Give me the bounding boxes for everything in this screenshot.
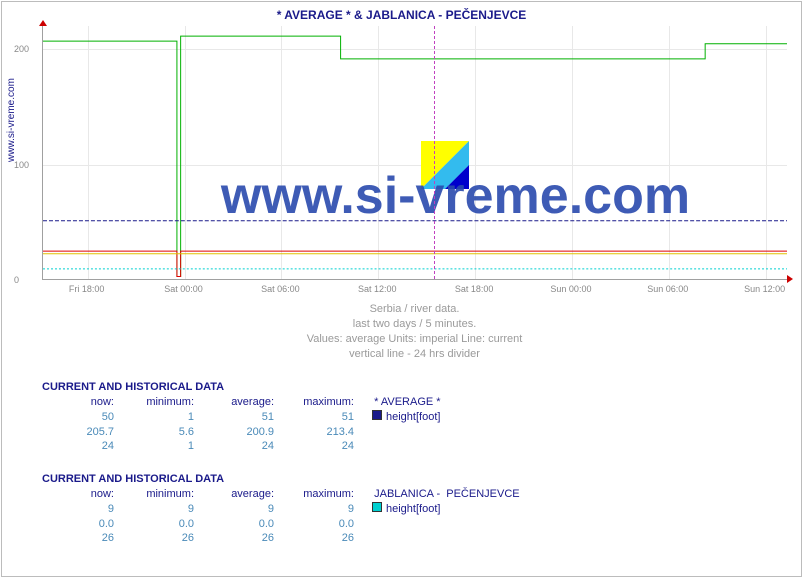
caption-line: vertical line - 24 hrs divider xyxy=(42,347,787,362)
data-cell: 26 xyxy=(282,531,362,546)
caption-line: Serbia / river data. xyxy=(42,302,787,317)
caption-line: Values: average Units: imperial Line: cu… xyxy=(42,332,787,347)
chart-title: * AVERAGE * & JABLANICA - PEČENJEVCE xyxy=(2,2,801,26)
chart-frame: * AVERAGE * & JABLANICA - PEČENJEVCE www… xyxy=(1,1,802,577)
data-header-row: now:minimum:average:maximum: * AVERAGE * xyxy=(42,395,441,410)
data-cell: 51 xyxy=(202,410,282,425)
y-tick-label: 0 xyxy=(14,275,19,285)
data-row: 9999height[foot] xyxy=(42,502,520,517)
data-header-cell: average: xyxy=(202,487,282,502)
series-avg-red xyxy=(43,251,787,276)
series-layer xyxy=(43,26,787,279)
x-tick-label: Fri 18:00 xyxy=(69,284,105,294)
legend-swatch-icon xyxy=(372,410,382,420)
data-header-cell: minimum: xyxy=(122,395,202,410)
y-axis-label: www.si-vreme.com xyxy=(6,78,17,162)
y-tick-label: 200 xyxy=(14,44,29,54)
data-header-cell: maximum: xyxy=(282,395,362,410)
divider-line xyxy=(434,26,435,279)
x-tick-label: Sat 18:00 xyxy=(455,284,494,294)
data-row: 0.00.00.00.0 xyxy=(42,517,520,532)
data-cell: 0.0 xyxy=(202,517,282,532)
data-block-title: CURRENT AND HISTORICAL DATA xyxy=(42,472,520,487)
caption-line: last two days / 5 minutes. xyxy=(42,317,787,332)
data-header-cell: now: xyxy=(42,487,122,502)
data-cell: 24 xyxy=(202,439,282,454)
x-tick-label: Sat 00:00 xyxy=(164,284,203,294)
data-cell: 5.6 xyxy=(122,425,202,440)
data-row: 205.75.6200.9213.4 xyxy=(42,425,441,440)
data-cell: 9 xyxy=(42,502,122,517)
data-cell: 51 xyxy=(282,410,362,425)
legend-label: height[foot] xyxy=(386,502,440,517)
chart-caption: Serbia / river data.last two days / 5 mi… xyxy=(42,302,787,361)
data-block-average: CURRENT AND HISTORICAL DATAnow:minimum:a… xyxy=(42,380,441,454)
data-header-row: now:minimum:average:maximum: JABLANICA -… xyxy=(42,487,520,502)
data-cell: 9 xyxy=(202,502,282,517)
data-cell: 1 xyxy=(122,410,202,425)
data-cell: 205.7 xyxy=(42,425,122,440)
data-cell: 24 xyxy=(282,439,362,454)
data-header-cell: maximum: xyxy=(282,487,362,502)
station-label: JABLANICA - PEČENJEVCE xyxy=(362,487,520,502)
data-cell: 0.0 xyxy=(122,517,202,532)
x-tick-label: Sat 06:00 xyxy=(261,284,300,294)
series-avg-green xyxy=(43,36,787,276)
station-label: * AVERAGE * xyxy=(362,395,441,410)
data-cell: 9 xyxy=(122,502,202,517)
x-tick-label: Sun 12:00 xyxy=(744,284,785,294)
x-tick-label: Sun 00:00 xyxy=(550,284,591,294)
data-block-jablanica: CURRENT AND HISTORICAL DATAnow:minimum:a… xyxy=(42,472,520,546)
data-cell: 50 xyxy=(42,410,122,425)
data-cell: 0.0 xyxy=(282,517,362,532)
x-arrow-icon xyxy=(787,275,793,283)
plot-area: www.si-vreme.com 0100200Fri 18:00Sat 00:… xyxy=(42,26,787,280)
data-cell: 213.4 xyxy=(282,425,362,440)
data-header-cell: average: xyxy=(202,395,282,410)
data-cell: 0.0 xyxy=(42,517,122,532)
data-cell: 26 xyxy=(42,531,122,546)
data-cell: 1 xyxy=(122,439,202,454)
data-row: 26262626 xyxy=(42,531,520,546)
data-cell: 26 xyxy=(202,531,282,546)
watermark-logo-icon xyxy=(421,141,469,189)
data-row: 2412424 xyxy=(42,439,441,454)
data-block-title: CURRENT AND HISTORICAL DATA xyxy=(42,380,441,395)
data-cell: 26 xyxy=(122,531,202,546)
x-tick-label: Sun 06:00 xyxy=(647,284,688,294)
legend-swatch-icon xyxy=(372,502,382,512)
data-header-cell: minimum: xyxy=(122,487,202,502)
x-tick-label: Sat 12:00 xyxy=(358,284,397,294)
legend-label: height[foot] xyxy=(386,410,440,425)
data-cell: 24 xyxy=(42,439,122,454)
y-tick-label: 100 xyxy=(14,160,29,170)
data-cell: 200.9 xyxy=(202,425,282,440)
data-row: 5015151height[foot] xyxy=(42,410,441,425)
data-cell: 9 xyxy=(282,502,362,517)
data-header-cell: now: xyxy=(42,395,122,410)
